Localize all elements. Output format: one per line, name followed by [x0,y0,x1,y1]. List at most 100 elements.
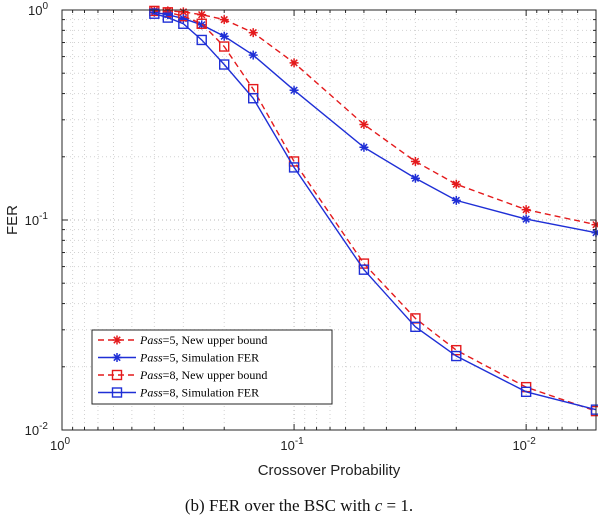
legend-label-text: =8, Simulation FER [163,386,259,400]
data-point [359,142,369,152]
x-axis-label: Crossover Probability [258,462,401,479]
data-point [521,214,531,224]
series-line [154,13,597,411]
series-line [154,10,597,412]
data-point [197,10,207,20]
data-point [112,335,122,345]
data-point [410,321,421,333]
data-point [219,15,229,25]
x-tick-labels: 100 10-1 10-2 [50,436,536,453]
data-point [178,18,189,29]
marker-stroke [197,10,206,19]
marker-stroke [411,174,420,183]
legend-entry: Pass=5, Simulation FER [98,351,259,365]
caption-variable: c [374,496,383,515]
marker-stroke [360,143,368,151]
caption-suffix: = 1. [382,496,414,515]
figure-caption: (b) FER over the BSC with c = 1. [0,496,598,516]
marker-stroke [290,59,298,67]
data-point [410,173,420,183]
legend-label-text: =5, New upper bound [163,333,268,347]
data-point [289,58,299,68]
marker-stroke [360,120,368,129]
y-tick-label: 10-1 [25,211,49,228]
legend-label-variable: Pass [139,351,163,365]
data-point [219,31,229,41]
tick-base: 10 [512,438,526,453]
data-point [288,156,300,167]
data-point [111,369,123,381]
tick-base: 10 [50,438,64,453]
legend-label-variable: Pass [139,333,163,347]
legend-entry: Pass=8, Simulation FER [98,386,259,400]
marker-stroke [197,21,206,29]
data-point [112,353,122,362]
y-axis-label: FER [4,205,21,235]
marker-stroke [113,353,121,362]
marker-stroke [452,180,461,188]
data-point [248,28,258,38]
data-point [288,162,300,173]
marker-stroke [452,196,461,205]
tick-exponent: 0 [42,1,48,12]
legend-entry: Pass=5, New upper bound [98,333,267,347]
legend-label: Pass=8, Simulation FER [139,386,259,400]
legend-label: Pass=8, New upper bound [139,368,267,382]
marker-stroke [113,336,121,344]
data-point [219,59,230,70]
legend-label-text: =5, Simulation FER [163,351,259,365]
tick-exponent: -1 [295,436,304,447]
y-tick-label: 100 [28,1,48,18]
legend-label-variable: Pass [139,368,163,382]
data-point [248,93,259,104]
x-tick-label: 10-2 [512,436,536,453]
caption-prefix: (b) FER over the BSC with [184,496,375,515]
data-point [521,205,531,215]
data-point [162,12,174,23]
legend-entry: Pass=8, New upper bound [98,368,267,382]
y-tick-label: 10-2 [25,421,49,438]
data-point [451,344,462,356]
legend-label: Pass=5, Simulation FER [139,351,259,365]
marker-stroke [522,205,530,214]
marker-stroke [290,86,298,94]
tick-exponent: -1 [39,211,48,222]
data-point [149,8,160,19]
tick-layer [61,10,597,431]
x-tick-label: 10-1 [280,436,304,453]
tick-base: 10 [25,423,39,438]
data-point [451,195,461,205]
data-point [248,50,258,60]
marker-stroke [522,215,530,223]
data-point [111,387,123,398]
tick-exponent: -2 [527,436,536,447]
data-point [520,386,532,398]
marker-stroke [220,32,228,40]
series-layer [149,5,598,417]
data-point [451,350,462,362]
x-tick-label: 100 [50,436,70,453]
legend-label: Pass=5, New upper bound [139,333,267,347]
data-point [359,119,369,129]
tick-base: 10 [25,213,39,228]
data-point [410,156,420,166]
data-point [358,264,370,275]
data-point [451,179,461,189]
tick-base: 10 [28,3,42,18]
data-point [162,7,174,18]
legend-label-text: =8, New upper bound [163,368,268,382]
marker-stroke [411,157,420,166]
legend-label-variable: Pass [139,386,163,400]
tick-exponent: 0 [64,436,70,447]
legend-box [91,329,333,405]
data-point [196,34,207,46]
data-point [219,41,230,52]
marker-stroke [220,15,228,24]
tick-base: 10 [280,438,294,453]
marker-stroke [249,28,257,37]
tick-exponent: -2 [39,421,48,432]
data-point [289,85,299,95]
